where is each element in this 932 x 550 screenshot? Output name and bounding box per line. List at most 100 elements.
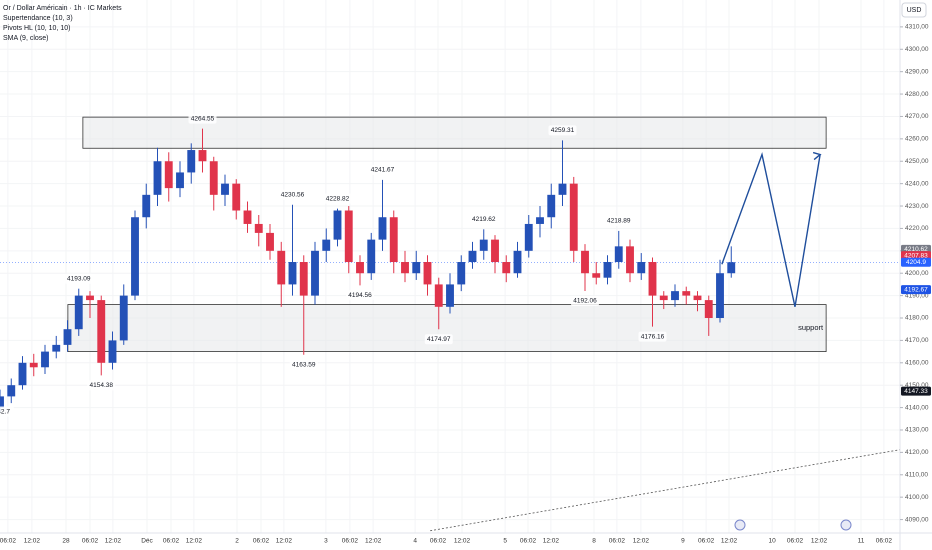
x-tick-label: 10 [769, 538, 777, 545]
pivot-label: 4193.09 [67, 275, 91, 282]
x-tick-label: 8 [592, 538, 596, 545]
candle-body [41, 351, 49, 368]
x-tick-label: 12:02 [105, 538, 122, 545]
x-tick-label: 12:02 [276, 538, 293, 545]
pivot-label: 4192.06 [573, 298, 597, 305]
candle-body [423, 262, 432, 285]
y-tick-label: 4100,00 [905, 494, 929, 501]
x-tick-label: 12:02 [811, 538, 828, 545]
candle-body [63, 329, 72, 345]
pivot-box [323, 193, 352, 204]
x-tick-label: 28 [62, 538, 70, 545]
candle-body [221, 183, 229, 195]
pivot-box [188, 113, 217, 124]
y-tick-label: 4150,00 [905, 382, 929, 389]
x-tick-label: 06:02 [698, 538, 715, 545]
candle-body [603, 262, 612, 278]
candle-body [569, 183, 578, 251]
x-tick-label: 12:02 [633, 538, 650, 545]
x-tick-label: 12:02 [24, 538, 41, 545]
candle-body [243, 210, 252, 224]
y-tick-label: 4290,00 [905, 68, 929, 75]
candle-body [389, 217, 398, 263]
currency-label[interactable]: USD [907, 7, 922, 14]
candle-body [209, 161, 218, 195]
pivot-box [278, 189, 307, 200]
price-badge-label: 4207.83 [904, 252, 928, 259]
candle-body [637, 262, 646, 274]
pivot-box [346, 290, 374, 301]
event-icon[interactable] [734, 519, 746, 531]
candle-body [704, 300, 713, 319]
trendline [430, 449, 900, 532]
candle-body [671, 291, 679, 301]
candle-body [716, 273, 724, 319]
pivot-label: 4174.97 [427, 336, 451, 343]
chart-title: Or / Dollar Américain · 1h · IC Markets [3, 5, 122, 12]
x-tick-label: 06:02 [163, 538, 180, 545]
candle-body [536, 217, 544, 224]
y-tick-label: 4270,00 [905, 113, 929, 120]
x-tick-label: 12:02 [721, 538, 738, 545]
y-tick-label: 4200,00 [905, 270, 929, 277]
y-tick-label: 4260,00 [905, 136, 929, 143]
candle-body [648, 262, 657, 296]
x-tick-label: 06:02 [520, 538, 537, 545]
x-tick-label: 5 [503, 538, 507, 545]
candle-body [693, 295, 702, 301]
y-tick-label: 4300,00 [905, 46, 929, 53]
x-tick-label: 06:02 [609, 538, 626, 545]
event-icon[interactable] [840, 519, 852, 531]
pivot-box [571, 296, 599, 307]
x-tick-label: 06:02 [0, 538, 16, 545]
pivot-label: 4142.7 [0, 408, 10, 415]
candle-body [108, 340, 117, 363]
x-tick-label: 06:02 [876, 538, 893, 545]
y-tick-label: 4220,00 [905, 225, 929, 232]
pivot-label: 4259.31 [551, 127, 575, 134]
x-tick-label: 12:02 [365, 538, 382, 545]
candle-body [277, 250, 286, 285]
price-badge [901, 285, 931, 295]
candle-body [727, 262, 736, 274]
indicator-label: Supertendance (10, 3) [3, 15, 73, 22]
pivot-box [469, 214, 498, 225]
x-tick-label: 3 [324, 538, 328, 545]
pivot-label: 4163.59 [292, 361, 316, 368]
candle-body [614, 246, 623, 263]
zone-label: support [798, 323, 824, 332]
candle-body [592, 273, 601, 278]
indicator-label: SMA (9, close) [3, 35, 49, 42]
x-tick-label: Déc [141, 538, 153, 545]
candle-body [266, 232, 274, 251]
pivot-label: 4264.55 [191, 115, 215, 122]
candle-body [581, 250, 589, 274]
y-tick-label: 4160,00 [905, 360, 929, 367]
candle-body [659, 295, 668, 301]
price-badge-label: 4210.62 [904, 246, 928, 253]
y-tick-label: 4120,00 [905, 449, 929, 456]
candle-body [198, 150, 207, 162]
pivot-box [64, 273, 93, 284]
x-tick-label: 06:02 [430, 538, 447, 545]
pivot-label: 4218.89 [607, 218, 631, 225]
candle-body [626, 246, 634, 274]
candle-body [187, 150, 196, 173]
candle-body [412, 262, 421, 274]
price-badge-label: 4192.67 [904, 286, 928, 293]
x-tick-label: 12:02 [454, 538, 471, 545]
x-tick-label: 4 [413, 538, 417, 545]
candle-body [131, 217, 139, 296]
candle-body [356, 262, 364, 274]
candle-body [558, 183, 567, 195]
currency-box[interactable] [901, 2, 927, 18]
projection-line [721, 152, 821, 307]
candle-body [479, 239, 488, 251]
candle-body [153, 161, 162, 195]
candle-body [468, 250, 477, 263]
y-tick-label: 4240,00 [905, 180, 929, 187]
pivot-label: 4154.38 [90, 382, 114, 389]
pivot-box [368, 164, 397, 175]
